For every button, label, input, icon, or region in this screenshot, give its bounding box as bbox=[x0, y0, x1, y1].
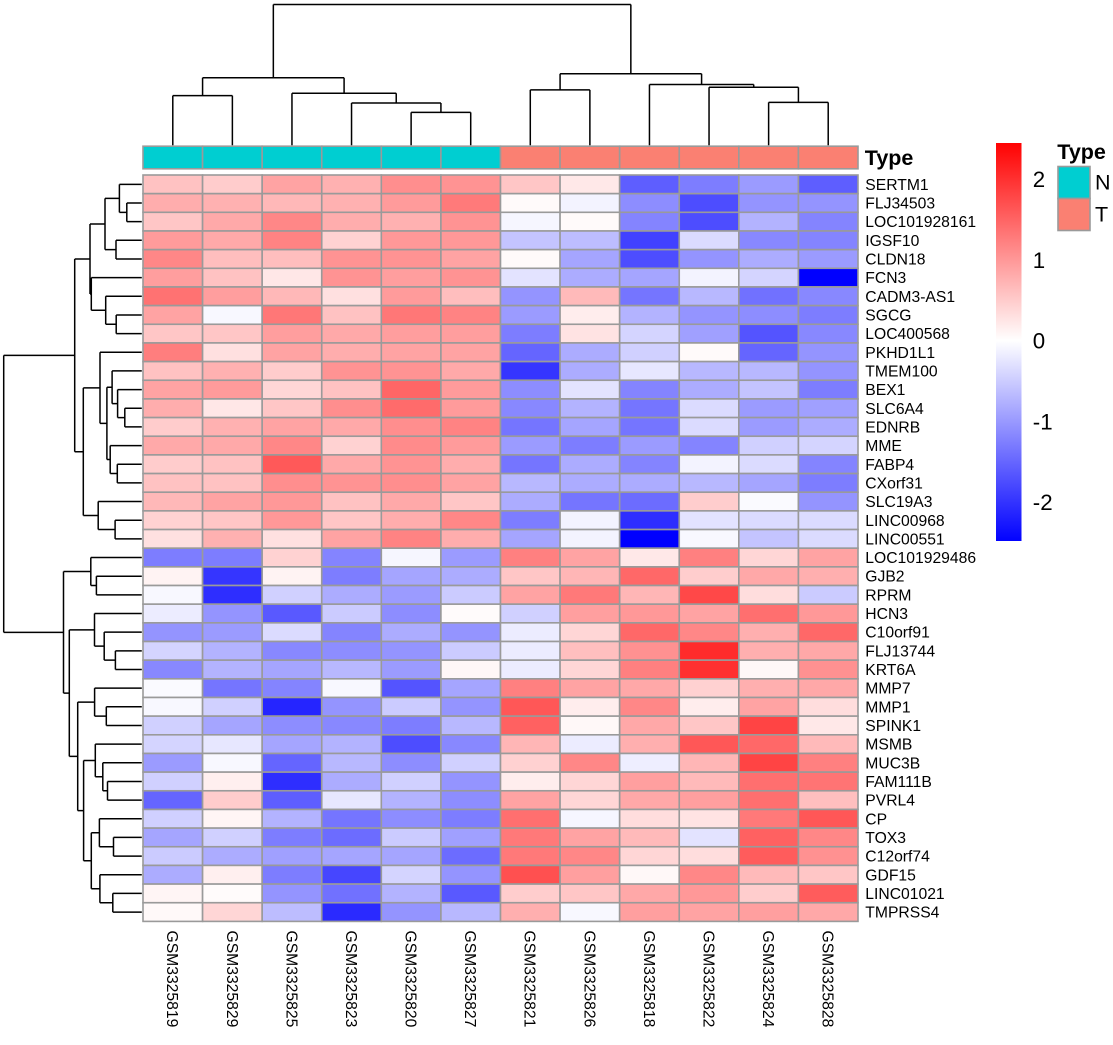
svg-text:GDF15: GDF15 bbox=[865, 867, 916, 884]
svg-text:Type: Type bbox=[1057, 140, 1106, 164]
svg-text:FLJ13744: FLJ13744 bbox=[865, 643, 935, 660]
svg-text:-2: -2 bbox=[1033, 490, 1053, 515]
svg-text:CXorf31: CXorf31 bbox=[865, 475, 923, 492]
svg-text:Type: Type bbox=[865, 146, 914, 170]
svg-text:C10orf91: C10orf91 bbox=[865, 625, 930, 642]
svg-text:SPINK1: SPINK1 bbox=[865, 718, 921, 735]
svg-text:CADM3-AS1: CADM3-AS1 bbox=[865, 289, 955, 306]
svg-text:SERTM1: SERTM1 bbox=[865, 177, 928, 194]
svg-text:GSM3325827: GSM3325827 bbox=[461, 931, 478, 1028]
svg-text:MMP7: MMP7 bbox=[865, 681, 910, 698]
svg-text:GSM3325826: GSM3325826 bbox=[580, 931, 597, 1028]
svg-text:T: T bbox=[1095, 203, 1108, 227]
svg-text:SLC19A3: SLC19A3 bbox=[865, 494, 932, 511]
svg-text:GSM3325818: GSM3325818 bbox=[640, 931, 657, 1028]
svg-text:PVRL4: PVRL4 bbox=[865, 793, 915, 810]
svg-text:LINC00968: LINC00968 bbox=[865, 513, 945, 530]
svg-text:GSM3325823: GSM3325823 bbox=[342, 931, 359, 1028]
svg-text:CP: CP bbox=[865, 811, 887, 828]
svg-text:-1: -1 bbox=[1033, 409, 1053, 434]
svg-text:LINC01021: LINC01021 bbox=[865, 886, 944, 903]
svg-text:C12orf74: C12orf74 bbox=[865, 849, 930, 866]
svg-text:LOC101928161: LOC101928161 bbox=[865, 214, 976, 231]
svg-text:HCN3: HCN3 bbox=[865, 606, 908, 623]
svg-text:GSM3325825: GSM3325825 bbox=[282, 931, 299, 1028]
svg-text:KRT6A: KRT6A bbox=[865, 662, 916, 679]
svg-text:FCN3: FCN3 bbox=[865, 270, 906, 287]
svg-text:IGSF10: IGSF10 bbox=[865, 233, 919, 250]
svg-text:GSM3325821: GSM3325821 bbox=[521, 931, 538, 1028]
svg-text:LINC00551: LINC00551 bbox=[865, 531, 944, 548]
svg-text:GSM3325820: GSM3325820 bbox=[402, 931, 419, 1028]
svg-text:2: 2 bbox=[1033, 167, 1045, 192]
svg-text:CLDN18: CLDN18 bbox=[865, 252, 925, 269]
svg-text:TOX3: TOX3 bbox=[865, 830, 906, 847]
svg-text:1: 1 bbox=[1033, 248, 1045, 273]
svg-text:GSM3325822: GSM3325822 bbox=[699, 931, 716, 1028]
svg-text:PKHD1L1: PKHD1L1 bbox=[865, 345, 935, 362]
svg-text:EDNRB: EDNRB bbox=[865, 419, 920, 436]
svg-text:GSM3325828: GSM3325828 bbox=[819, 931, 836, 1028]
svg-text:N: N bbox=[1095, 171, 1111, 195]
svg-text:RPRM: RPRM bbox=[865, 587, 911, 604]
svg-text:SGCG: SGCG bbox=[865, 308, 911, 325]
svg-text:GSM3325819: GSM3325819 bbox=[163, 931, 180, 1028]
svg-text:LOC400568: LOC400568 bbox=[865, 326, 950, 343]
svg-text:LOC101929486: LOC101929486 bbox=[865, 550, 976, 567]
svg-text:GSM3325829: GSM3325829 bbox=[223, 931, 240, 1028]
svg-text:GJB2: GJB2 bbox=[865, 569, 904, 586]
svg-text:BEX1: BEX1 bbox=[865, 382, 905, 399]
svg-text:FABP4: FABP4 bbox=[865, 457, 914, 474]
svg-text:FAM111B: FAM111B bbox=[865, 774, 932, 791]
svg-text:0: 0 bbox=[1033, 329, 1045, 354]
svg-text:TMPRSS4: TMPRSS4 bbox=[865, 905, 939, 922]
svg-text:MSMB: MSMB bbox=[865, 737, 912, 754]
svg-text:TMEM100: TMEM100 bbox=[865, 363, 938, 380]
svg-text:FLJ34503: FLJ34503 bbox=[865, 196, 935, 213]
svg-text:GSM3325824: GSM3325824 bbox=[759, 931, 776, 1028]
svg-text:MME: MME bbox=[865, 438, 902, 455]
svg-text:MUC3B: MUC3B bbox=[865, 755, 920, 772]
svg-text:SLC6A4: SLC6A4 bbox=[865, 401, 924, 418]
svg-text:MMP1: MMP1 bbox=[865, 699, 910, 716]
